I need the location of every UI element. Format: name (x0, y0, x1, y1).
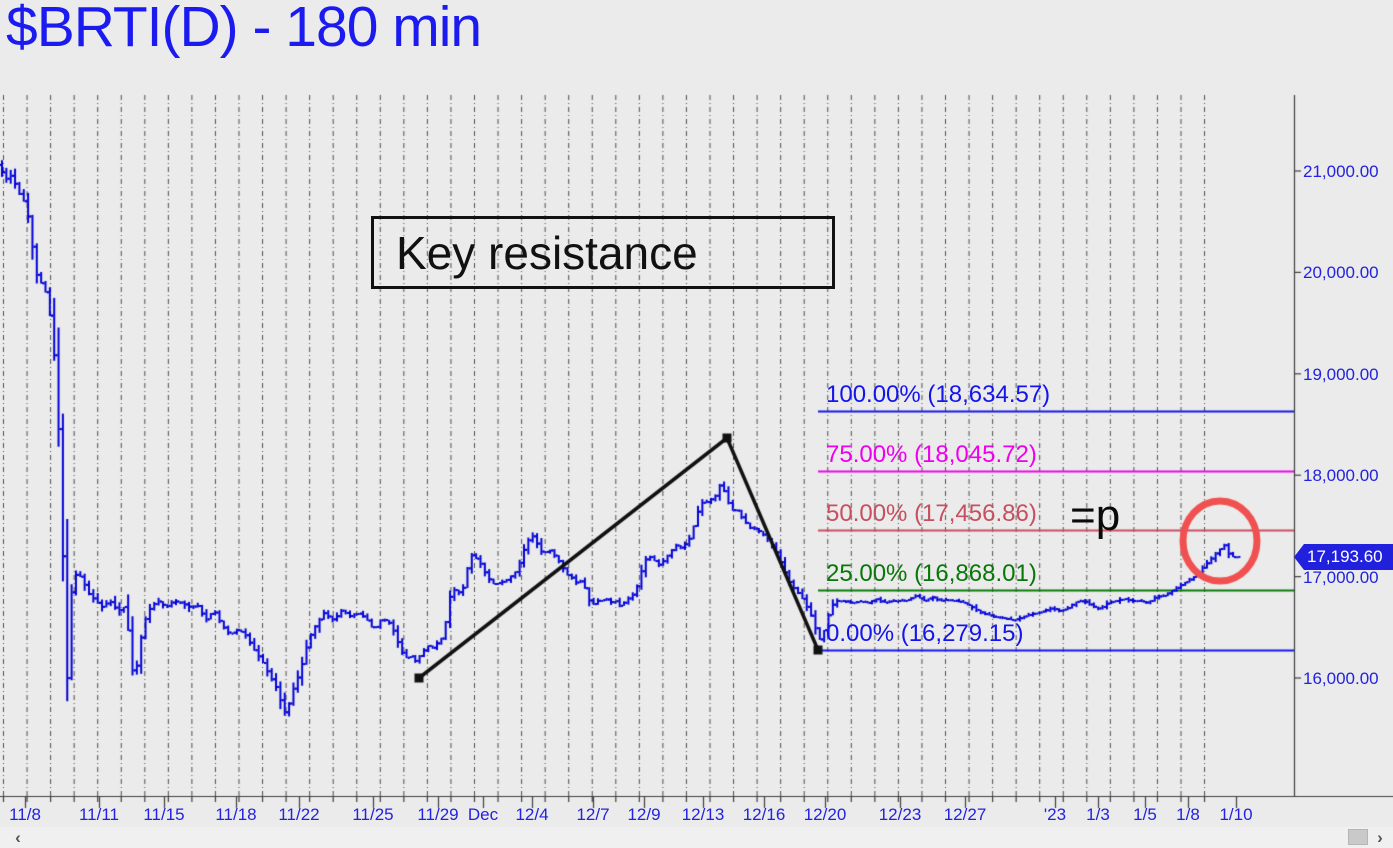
key-resistance-annotation: Key resistance (371, 216, 835, 289)
scroll-right-icon[interactable]: › (1377, 828, 1383, 847)
scrollbar-thumb[interactable] (1348, 829, 1368, 845)
y-axis-label: 19,000.00 (1303, 364, 1379, 384)
horizontal-scrollbar[interactable]: ‹ › (0, 827, 1393, 848)
x-axis-label: 11/15 (143, 805, 185, 824)
x-axis-label: 11/22 (278, 805, 320, 824)
fib-label-100: 100.00% (18,634.57) (826, 380, 1051, 408)
y-axis-label: 21,000.00 (1303, 162, 1379, 181)
x-axis-label: 11/8 (9, 805, 41, 824)
y-axis-label: 20,000.00 (1303, 263, 1379, 283)
scroll-left-icon[interactable]: ‹ (15, 828, 21, 847)
x-axis-label: 11/18 (215, 805, 257, 824)
x-axis-label: 12/27 (943, 805, 987, 824)
x-axis-label: '23 (1043, 805, 1067, 824)
parity-p-annotation: =p (1070, 491, 1121, 540)
x-axis-label: Dec (467, 805, 499, 824)
y-axis-label: 18,000.00 (1303, 466, 1379, 486)
x-axis-label: 1/8 (1176, 805, 1200, 824)
x-axis-label: 12/13 (681, 805, 725, 824)
x-axis-label: 1/3 (1086, 805, 1110, 824)
x-axis-label: 11/25 (352, 805, 394, 824)
x-axis-label: 1/5 (1133, 805, 1157, 824)
x-axis-label: 12/23 (878, 805, 922, 824)
fib-label-50: 50.00% (17,456.86) (826, 500, 1037, 528)
fib-label-25: 25.00% (16,868.01) (826, 559, 1037, 587)
y-axis-label: 16,000.00 (1303, 669, 1379, 688)
x-axis-label: 12/7 (576, 805, 610, 824)
fib-label-75: 75.00% (18,045.72) (826, 440, 1037, 468)
last-price-tag: 17,193.60 (1294, 544, 1393, 570)
x-axis-label: 12/16 (742, 805, 786, 824)
x-axis-label: 12/20 (803, 805, 847, 824)
x-axis-label: 11/29 (417, 805, 459, 824)
x-axis-label: 12/4 (515, 805, 549, 824)
chart-title: $BRTI(D) - 180 min (6, 0, 482, 59)
x-axis-label: 12/9 (627, 805, 661, 824)
fib-label-0: 0.00% (16,279.15) (826, 619, 1024, 647)
y-axis-label: 17,000.00 (1303, 567, 1379, 587)
x-axis-label: 11/11 (78, 805, 120, 824)
x-axis-label: 1/10 (1219, 805, 1253, 824)
